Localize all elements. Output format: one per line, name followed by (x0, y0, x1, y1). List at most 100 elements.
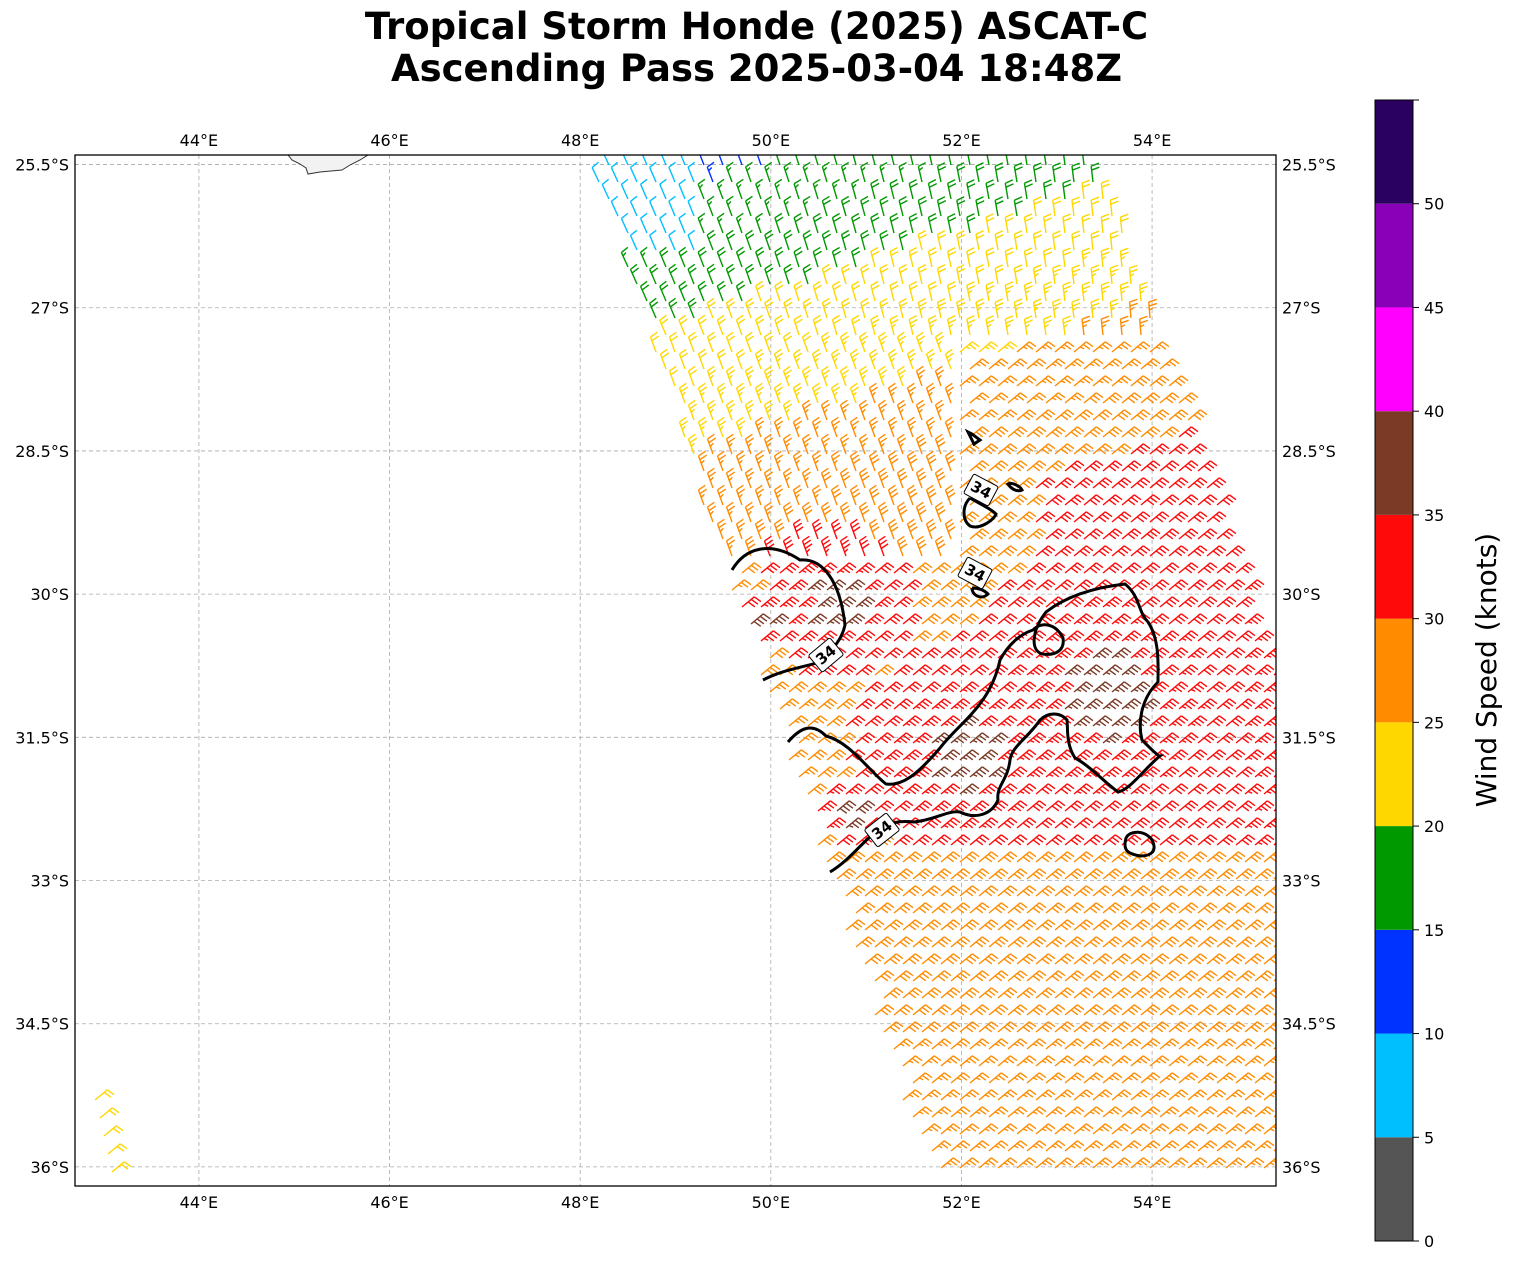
colorbar-segment-8 (1375, 307, 1413, 412)
wind-barb (812, 178, 821, 200)
wind-barb (744, 331, 755, 353)
wind-barb (1007, 494, 1028, 506)
wind-barb (1054, 1021, 1075, 1033)
wind-barb (934, 467, 946, 489)
wind-barb (887, 348, 898, 370)
wind-barb (1073, 953, 1094, 965)
colorbar-tick-label: 45 (1424, 298, 1444, 317)
wind-barb (966, 213, 976, 234)
wind-barb (1159, 596, 1180, 608)
wind-barb (735, 416, 746, 438)
wind-barb (978, 885, 999, 897)
wind-barb (1149, 817, 1170, 829)
wind-barb (1007, 528, 1028, 540)
wind-barb (1045, 358, 1066, 370)
wind-barb (1111, 511, 1132, 523)
wind-barb (898, 297, 908, 319)
wind-barb (1178, 868, 1199, 880)
wind-barb (697, 314, 707, 336)
wind-barb (1109, 230, 1119, 251)
wind-barb (817, 834, 838, 846)
wind-barb (725, 297, 736, 319)
wind-barb (1064, 664, 1085, 676)
wind-barb (716, 246, 726, 268)
wind-barb (1023, 213, 1033, 234)
wind-barb (1064, 902, 1085, 914)
colorbar-tick-label: 25 (1424, 713, 1444, 732)
wind-barb (668, 331, 679, 353)
wind-barb (969, 1106, 990, 1118)
wind-barb (1026, 1072, 1047, 1084)
wind-barb (1045, 902, 1066, 914)
wind-barb (917, 196, 927, 217)
wind-barb (969, 1140, 990, 1152)
wind-barb (978, 987, 999, 999)
wind-barb (1092, 1089, 1113, 1101)
contour-line-west (730, 547, 847, 682)
wind-barb (874, 868, 895, 880)
wind-barb (860, 161, 869, 183)
wind-barb (864, 579, 885, 591)
wind-barb (864, 647, 885, 659)
wind-barb (802, 297, 812, 319)
wind-barb (1263, 1055, 1276, 1067)
wind-barb (1197, 630, 1218, 642)
wind-barb (1216, 596, 1237, 608)
wind-barb (1121, 1072, 1142, 1084)
wind-barb (944, 416, 955, 438)
wind-barb (925, 348, 936, 370)
wind-barb (978, 783, 999, 795)
wind-barb (839, 433, 850, 455)
wind-barb (1130, 409, 1151, 421)
wind-barb (1026, 1038, 1047, 1050)
wind-barb (1244, 715, 1265, 727)
wind-barb (1054, 851, 1075, 863)
wind-barb (1244, 987, 1265, 999)
wind-barb (879, 297, 889, 319)
wind-barb (975, 298, 985, 319)
wind-barb (870, 246, 880, 268)
wind-barb (1083, 1072, 1104, 1084)
wind-barb (1035, 885, 1056, 897)
wind-barb (1140, 766, 1161, 778)
wind-barb (948, 155, 952, 166)
wind-barb (994, 196, 1004, 217)
wind-barb (1159, 1072, 1180, 1084)
wind-barb (779, 596, 800, 608)
wind-barb (1130, 375, 1151, 387)
lon-tick-label-bottom: 54°E (1133, 1193, 1171, 1212)
wind-barb (978, 1089, 999, 1101)
wind-barb (1064, 800, 1085, 812)
wind-barb (1149, 477, 1170, 489)
wind-barb (950, 868, 971, 880)
wind-barb (1083, 528, 1104, 540)
wind-barb (1159, 460, 1180, 472)
wind-barb (1121, 766, 1142, 778)
wind-barb (1007, 834, 1028, 846)
axis-tick-labels: 44°E 44°E 46°E 46°E 48°E 48°E 50°E 50°E 52°E 52°E… (15, 131, 1336, 1212)
wind-barb (1007, 1072, 1028, 1084)
wind-barb (1111, 443, 1132, 455)
wind-barb (1083, 698, 1104, 710)
wind-barb (1119, 281, 1129, 302)
wind-barb (840, 161, 850, 183)
wind-barb (1168, 851, 1189, 863)
wind-barb (1235, 902, 1256, 914)
wind-barb (1206, 579, 1227, 591)
wind-barb (1102, 562, 1123, 574)
wind-barb (994, 298, 1004, 319)
wind-barb (1168, 885, 1189, 897)
wind-barb (877, 331, 888, 353)
wind-barb (1035, 851, 1056, 863)
wind-barb (1064, 460, 1085, 472)
wind-barb (868, 416, 879, 438)
wind-barb (1026, 766, 1047, 778)
wind-barb (1013, 196, 1023, 217)
wind-barb (1032, 298, 1043, 319)
wind-barb (1187, 443, 1208, 455)
wind-barb (1073, 613, 1094, 625)
wind-barb (997, 1021, 1018, 1033)
wind-barb (1026, 936, 1047, 948)
wind-barb (902, 987, 923, 999)
wind-barb (760, 596, 781, 608)
